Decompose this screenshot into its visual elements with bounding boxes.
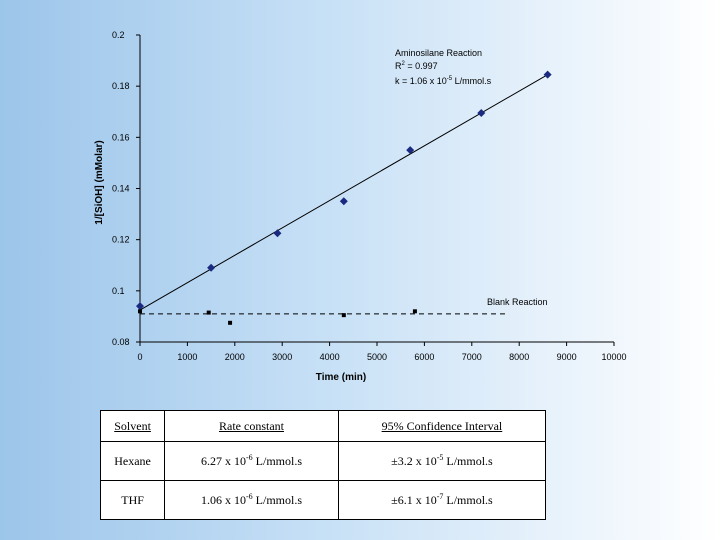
x-tick-label: 9000 [557, 352, 577, 362]
confidence-interval-cell: ±3.2 x 10-5 L/mmol.s [337, 441, 547, 481]
aminosilane-data-point [273, 229, 282, 238]
results-table: Solvent Rate constant 95% Confidence Int… [99, 410, 547, 520]
x-tick-label: 8000 [509, 352, 529, 362]
header-rate-constant: Rate constant [164, 410, 339, 442]
x-tick-label: 1000 [177, 352, 197, 362]
x-axis-title: Time (min) [316, 372, 366, 383]
y-tick-label: 0.12 [112, 235, 130, 245]
aminosilane-annotation-title: Aminosilane Reaction [395, 48, 482, 58]
y-tick-label: 0.18 [112, 81, 130, 91]
aminosilane-data-point [477, 109, 486, 118]
aminosilane-data-point [543, 70, 552, 79]
aminosilane-data-point [406, 146, 415, 155]
x-tick-label: 5000 [367, 352, 387, 362]
x-tick-label: 7000 [462, 352, 482, 362]
y-tick-label: 0.08 [112, 337, 130, 347]
kinetics-chart: 0.08 0.1 0.12 0.14 0.16 0.18 0.2 0 1000 2000 3000 4… [94, 30, 627, 383]
y-tick-label: 0.2 [112, 30, 125, 40]
aminosilane-data-point [339, 197, 348, 206]
rate-constant-annotation: k = 1.06 x 10-5 L/mmol.s [395, 76, 492, 86]
x-tick-label: 2000 [225, 352, 245, 362]
y-tick-label: 0.14 [112, 184, 130, 194]
y-tick-label: 0.1 [112, 286, 125, 296]
confidence-interval-cell: ±6.1 x 10-7 L/mmol.s [337, 480, 547, 520]
aminosilane-data-point [207, 263, 216, 272]
aminosilane-data-point [136, 302, 144, 311]
table-row: THF 1.06 x 10-6 L/mmol.s ±6.1 x 10-7 L/m… [99, 480, 547, 520]
x-tick-label: 6000 [414, 352, 434, 362]
rate-constant-cell: 6.27 x 10-6 L/mmol.s [164, 441, 339, 481]
x-tick-label: 4000 [320, 352, 340, 362]
y-axis-title: 1/[SiOH] (mMolar) [94, 140, 105, 224]
r-squared-annotation: R2 = 0.997 [395, 61, 438, 71]
solvent-cell: THF [99, 480, 166, 520]
blank-reaction-annotation: Blank Reaction [487, 297, 548, 307]
blank-data-point [138, 309, 142, 314]
header-solvent: Solvent [99, 410, 166, 442]
rate-constant-cell: 1.06 x 10-6 L/mmol.s [164, 480, 339, 520]
blank-data-point [341, 313, 346, 318]
table-header-row: Solvent Rate constant 95% Confidence Int… [99, 410, 547, 442]
blank-data-point [228, 320, 233, 325]
x-tick-label: 10000 [601, 352, 626, 362]
y-tick-label: 0.16 [112, 132, 130, 142]
x-tick-label: 0 [137, 352, 142, 362]
header-confidence-interval: 95% Confidence Interval [337, 410, 547, 442]
blank-data-point [206, 310, 211, 315]
solvent-cell: Hexane [99, 441, 166, 481]
blank-data-point [412, 309, 417, 314]
x-tick-label: 3000 [272, 352, 292, 362]
table-row: Hexane 6.27 x 10-6 L/mmol.s ±3.2 x 10-5 … [99, 441, 547, 481]
aminosilane-trendline [139, 74, 548, 311]
